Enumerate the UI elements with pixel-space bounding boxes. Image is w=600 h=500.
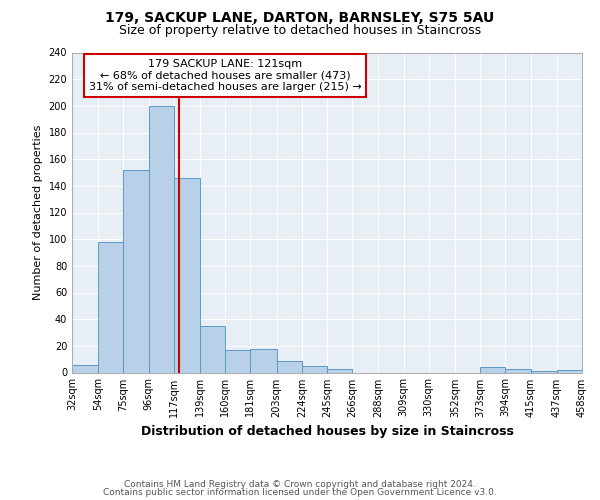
Bar <box>124 170 149 372</box>
Bar <box>149 106 174 372</box>
Text: Contains HM Land Registry data © Crown copyright and database right 2024.: Contains HM Land Registry data © Crown c… <box>124 480 476 489</box>
X-axis label: Distribution of detached houses by size in Staincross: Distribution of detached houses by size … <box>140 425 514 438</box>
Bar <box>302 366 327 372</box>
Text: 179 SACKUP LANE: 121sqm
← 68% of detached houses are smaller (473)
31% of semi-d: 179 SACKUP LANE: 121sqm ← 68% of detache… <box>89 59 361 92</box>
Bar <box>530 371 557 372</box>
Y-axis label: Number of detached properties: Number of detached properties <box>33 125 43 300</box>
Bar <box>505 368 530 372</box>
Text: Size of property relative to detached houses in Staincross: Size of property relative to detached ho… <box>119 24 481 37</box>
Text: Contains public sector information licensed under the Open Government Licence v3: Contains public sector information licen… <box>103 488 497 497</box>
Bar <box>277 360 302 372</box>
Bar <box>250 348 277 372</box>
Bar <box>327 368 352 372</box>
Bar <box>98 242 124 372</box>
Bar <box>557 370 582 372</box>
Bar <box>72 364 98 372</box>
Bar <box>225 350 250 372</box>
Bar <box>200 326 225 372</box>
Text: 179, SACKUP LANE, DARTON, BARNSLEY, S75 5AU: 179, SACKUP LANE, DARTON, BARNSLEY, S75 … <box>106 11 494 25</box>
Bar <box>174 178 200 372</box>
Bar <box>480 367 505 372</box>
